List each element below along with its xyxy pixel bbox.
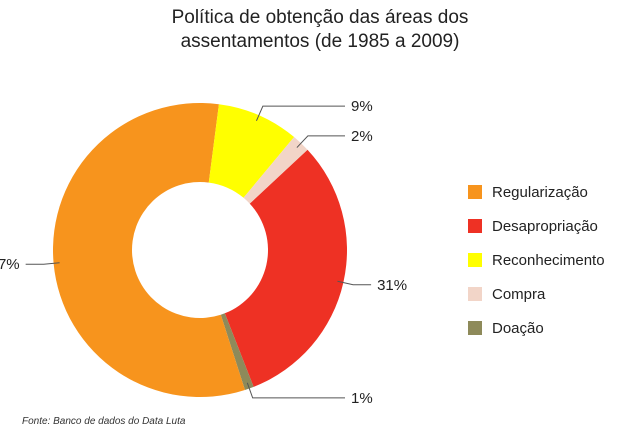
legend-swatch-regularizacao [468, 185, 482, 199]
legend-item-compra: Compra [468, 277, 605, 311]
leader-lines [25, 105, 372, 399]
slice-desapropriacao [224, 149, 348, 387]
slice-doacao [220, 313, 254, 390]
legend-swatch-desapropriacao [468, 219, 482, 233]
legend-item-reconhecimento: Reconhecimento [468, 243, 605, 277]
data-label-regularizacao: 57% [0, 256, 20, 273]
chart-title: Política de obtenção das áreas dos assen… [0, 6, 640, 54]
legend-label-desapropriacao: Desapropriação [492, 217, 598, 235]
legend: Regularização Desapropriação Reconhecime… [468, 175, 605, 345]
leader-line-compra [296, 135, 345, 148]
legend-label-compra: Compra [492, 285, 546, 303]
legend-swatch-reconhecimento [468, 253, 482, 267]
legend-item-doacao: Doação [468, 311, 605, 345]
legend-label-reconhecimento: Reconhecimento [492, 251, 605, 269]
slice-regularizacao [52, 103, 245, 398]
leader-line-doacao [246, 382, 345, 399]
legend-swatch-doacao [468, 321, 482, 335]
legend-item-regularizacao: Regularização [468, 175, 605, 209]
chart-title-line-1: Política de obtenção das áreas dos [171, 7, 469, 28]
data-label-reconhecimento: 9% [351, 98, 373, 115]
legend-label-doacao: Doação [492, 319, 544, 337]
leader-line-desapropriacao [337, 280, 372, 286]
data-label-doacao: 1% [351, 390, 373, 407]
leader-line-reconhecimento [255, 105, 345, 121]
slices-group [52, 103, 348, 398]
leader-line-regularizacao [25, 262, 60, 265]
source-note: Fonte: Banco de dados do Data Luta [22, 416, 186, 427]
chart-title-line-2: assentamentos (de 1985 a 2009) [180, 31, 460, 52]
legend-swatch-compra [468, 287, 482, 301]
slice-compra [243, 137, 308, 204]
data-labels: 31% 1% 57% 9% 2% [0, 98, 407, 407]
slice-reconhecimento [208, 104, 295, 198]
data-label-desapropriacao: 31% [377, 277, 407, 294]
legend-label-regularizacao: Regularização [492, 183, 588, 201]
data-label-compra: 2% [351, 128, 373, 145]
legend-item-desapropriacao: Desapropriação [468, 209, 605, 243]
